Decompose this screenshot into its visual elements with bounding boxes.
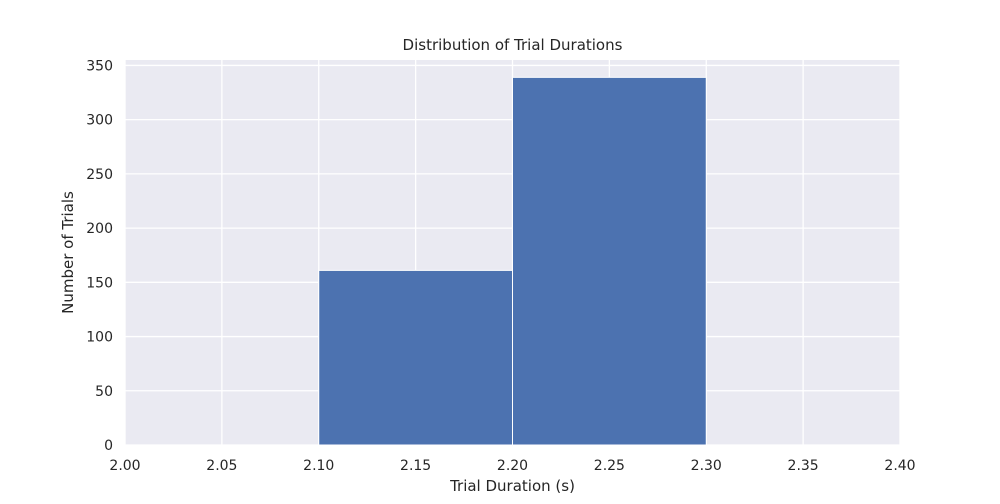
y-tick-label: 100 bbox=[86, 330, 113, 346]
x-tick-label: 2.00 bbox=[109, 458, 140, 474]
y-axis-label: Number of Trials bbox=[59, 191, 77, 314]
axis-ticks: 2.00 2.05 2.10 2.15 2.20 2.25 2.30 2.35 2.40 0 50 1… bbox=[86, 58, 915, 474]
chart-title: Distribution of Trial Durations bbox=[403, 36, 623, 54]
x-tick-label: 2.20 bbox=[497, 458, 528, 474]
y-tick-label: 350 bbox=[86, 58, 113, 74]
histogram-bar bbox=[318, 269, 513, 446]
x-tick-label: 2.15 bbox=[400, 458, 431, 474]
y-tick-label: 50 bbox=[95, 384, 113, 400]
x-tick-label: 2.30 bbox=[691, 458, 722, 474]
x-tick-label: 2.35 bbox=[788, 458, 819, 474]
y-tick-label: 200 bbox=[86, 221, 113, 237]
y-tick-label: 300 bbox=[86, 113, 113, 129]
histogram-bars bbox=[318, 76, 707, 446]
y-tick-label: 0 bbox=[104, 438, 113, 454]
x-tick-label: 2.40 bbox=[884, 458, 915, 474]
x-axis-label: Trial Duration (s) bbox=[449, 477, 575, 495]
histogram-bar bbox=[512, 76, 707, 446]
y-tick-label: 250 bbox=[86, 167, 113, 183]
x-tick-label: 2.05 bbox=[206, 458, 237, 474]
x-tick-label: 2.10 bbox=[303, 458, 334, 474]
y-tick-label: 150 bbox=[86, 275, 113, 291]
x-tick-label: 2.25 bbox=[594, 458, 625, 474]
